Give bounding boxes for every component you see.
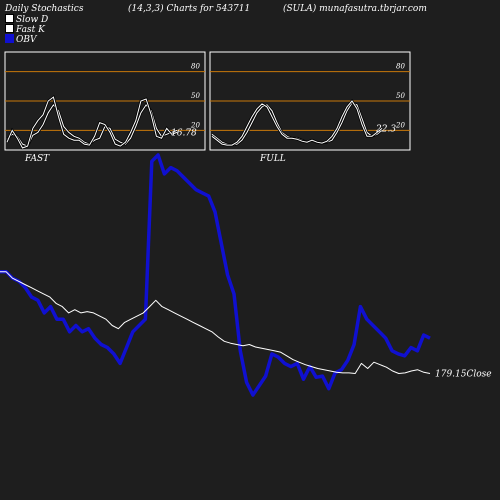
legend-obv-swatch [5, 34, 14, 43]
fast-ytick-80: 80 [191, 63, 200, 71]
price-series-obv-line [0, 153, 431, 397]
full-last-value-label: 22.3 [375, 124, 396, 134]
fast-series-1 [6, 96, 178, 149]
legend-fast-k-swatch [5, 24, 14, 33]
price-series-close-line [0, 271, 431, 374]
legend-obv: OBV [5, 34, 37, 45]
full-ytick-50: 50 [396, 92, 405, 100]
chart-symbol: (SULA) munafasutra.tbrjar.com [283, 4, 427, 14]
fast-last-value-label: 16.78 [171, 128, 197, 138]
fast-panel-label: FAST [24, 154, 50, 164]
legend-slow-d: Slow D [5, 14, 48, 25]
full-ytick-80: 80 [396, 63, 405, 71]
chart-params: (14,3,3) Charts for 543711 [128, 4, 251, 14]
full-ytick-20: 20 [395, 121, 405, 129]
legend-fast-k-label: Fast K [16, 25, 45, 35]
full-series-1 [211, 100, 383, 146]
chart-title: Daily Stochastics [5, 4, 84, 14]
fast-ytick-50: 50 [191, 92, 200, 100]
close-price-label: 179.15Close [435, 370, 492, 380]
legend-slow-d-label: Slow D [16, 15, 49, 25]
fast-ytick-20: 20 [190, 121, 200, 129]
full-panel-label: FULL [259, 154, 286, 164]
legend-fast-k: Fast K [5, 24, 45, 35]
legend-obv-label: OBV [16, 35, 37, 45]
legend-slow-d-swatch [5, 14, 14, 23]
